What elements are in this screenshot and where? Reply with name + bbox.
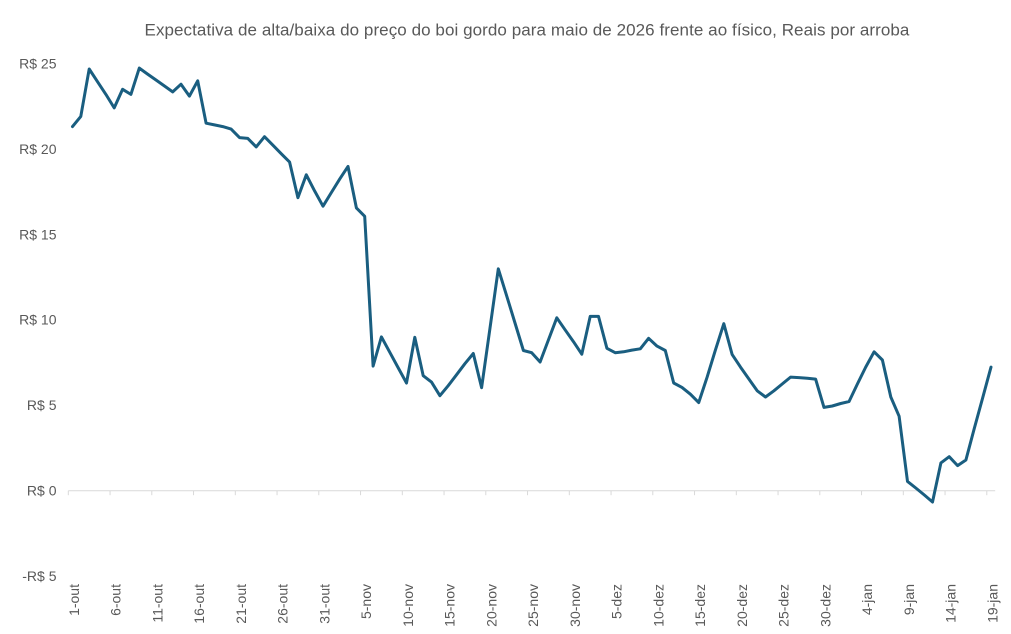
svg-text:16-out: 16-out bbox=[191, 584, 207, 624]
svg-text:26-out: 26-out bbox=[275, 584, 291, 624]
svg-text:10-nov: 10-nov bbox=[400, 584, 416, 627]
svg-text:9-jan: 9-jan bbox=[901, 584, 917, 615]
svg-text:1-out: 1-out bbox=[66, 584, 82, 616]
svg-text:15-nov: 15-nov bbox=[442, 584, 458, 627]
svg-text:5-dez: 5-dez bbox=[609, 584, 625, 619]
svg-text:25-dez: 25-dez bbox=[776, 584, 792, 627]
svg-text:4-jan: 4-jan bbox=[859, 584, 875, 615]
svg-text:21-out: 21-out bbox=[233, 584, 249, 624]
svg-text:-R$ 5: -R$ 5 bbox=[22, 568, 56, 584]
svg-text:R$ 0: R$ 0 bbox=[27, 483, 57, 499]
svg-text:R$ 5: R$ 5 bbox=[27, 397, 57, 413]
svg-text:6-out: 6-out bbox=[108, 584, 124, 616]
svg-text:30-nov: 30-nov bbox=[567, 584, 583, 627]
svg-text:20-dez: 20-dez bbox=[734, 584, 750, 627]
svg-text:R$ 15: R$ 15 bbox=[19, 226, 57, 242]
svg-text:30-dez: 30-dez bbox=[817, 584, 833, 627]
svg-text:15-dez: 15-dez bbox=[692, 584, 708, 627]
svg-text:10-dez: 10-dez bbox=[650, 584, 666, 627]
svg-text:5-nov: 5-nov bbox=[358, 584, 374, 619]
svg-text:Expectativa de alta/baixa do p: Expectativa de alta/baixa do preço do bo… bbox=[145, 20, 910, 39]
svg-text:R$ 10: R$ 10 bbox=[19, 312, 57, 328]
svg-text:25-nov: 25-nov bbox=[525, 584, 541, 627]
svg-text:11-out: 11-out bbox=[149, 584, 165, 623]
svg-text:19-jan: 19-jan bbox=[984, 584, 1000, 623]
svg-text:20-nov: 20-nov bbox=[483, 584, 499, 627]
svg-text:R$ 25: R$ 25 bbox=[19, 56, 57, 72]
svg-text:31-out: 31-out bbox=[316, 584, 332, 624]
svg-text:R$ 20: R$ 20 bbox=[19, 141, 57, 157]
svg-text:14-jan: 14-jan bbox=[943, 584, 959, 623]
